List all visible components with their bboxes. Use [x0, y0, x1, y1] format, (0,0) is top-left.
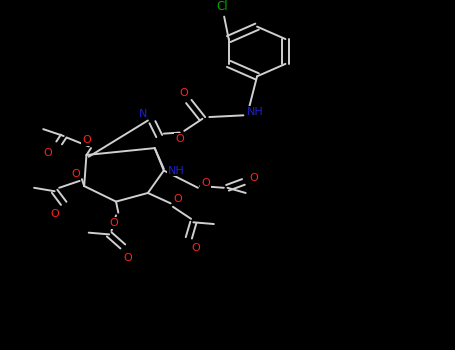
- Text: O: O: [179, 88, 188, 98]
- Text: O: O: [173, 194, 182, 204]
- Text: O: O: [71, 169, 81, 179]
- Text: NH: NH: [247, 107, 263, 117]
- Text: O: O: [50, 209, 59, 219]
- Text: O: O: [82, 135, 91, 145]
- Text: NH: NH: [168, 166, 185, 176]
- Text: O: O: [249, 174, 258, 183]
- Text: O: O: [43, 148, 52, 158]
- Text: Cl: Cl: [216, 0, 228, 13]
- Text: O: O: [109, 218, 118, 228]
- Text: O: O: [191, 243, 200, 252]
- Text: O: O: [175, 134, 184, 144]
- Text: O: O: [201, 177, 210, 188]
- Text: N: N: [139, 108, 147, 119]
- Text: O: O: [123, 252, 132, 262]
